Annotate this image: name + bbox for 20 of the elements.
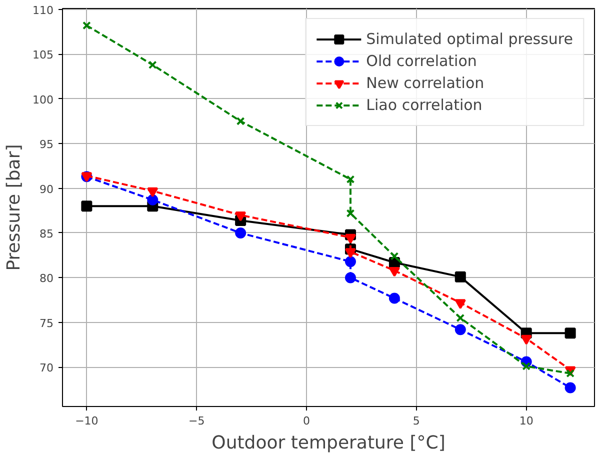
x-tick-label: 5 — [412, 414, 420, 428]
y-axis-title: Pressure [bar] — [4, 144, 25, 271]
y-tick-label: 90 — [40, 182, 54, 196]
y-tick-label: 105 — [32, 48, 54, 62]
x-tick-label: −10 — [75, 414, 98, 428]
x-tick-label: 0 — [303, 414, 310, 428]
y-tick-label: 80 — [40, 272, 54, 286]
y-tick-label: 110 — [32, 4, 54, 17]
y-tick-label: 95 — [40, 138, 54, 152]
y-tick-label: 85 — [40, 227, 54, 240]
y-tick-label: 70 — [40, 362, 54, 375]
x-tick-label: 10 — [519, 414, 534, 428]
legend-label: Liao correlation — [366, 96, 482, 114]
x-tick-label: −5 — [188, 414, 205, 428]
legend-label: Simulated optimal pressure — [366, 30, 573, 48]
legend-label: Old correlation — [366, 52, 477, 70]
y-tick-label: 75 — [40, 316, 54, 330]
y-tick-label: 100 — [32, 93, 54, 106]
legend-label: New correlation — [366, 74, 484, 92]
x-axis-title: Outdoor temperature [°C] — [212, 432, 446, 454]
